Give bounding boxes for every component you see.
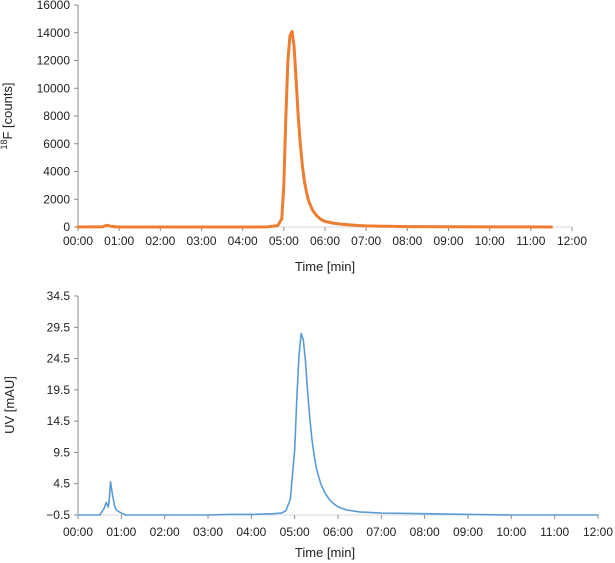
uv-chromatogram-panel: UV [mAU] Time [min] −0.5 4.5 9.5 14.5 19.5 24…: [2, 289, 613, 560]
bottom-x-tick-label: 11:00: [540, 525, 569, 539]
bottom-x-axis-label: Time [min]: [295, 545, 355, 560]
top-x-tick-label: 07:00: [351, 234, 381, 248]
bottom-x-tick-label: 01:00: [106, 525, 136, 539]
bottom-y-axis-label: UV [mAU]: [2, 376, 17, 434]
bottom-x-tick-label: 00:00: [63, 525, 93, 539]
top-y-tick-label: 14000: [37, 26, 71, 40]
top-y-tick-label: 16000: [37, 0, 71, 12]
top-x-tick-label: 09:00: [433, 234, 463, 248]
bottom-x-tick-label: 06:00: [323, 525, 353, 539]
top-x-tick-label: 11:00: [516, 234, 545, 248]
bottom-x-tick-label: 08:00: [410, 525, 440, 539]
top-y-axis-label-main: F [counts]: [0, 82, 15, 139]
top-y-tick-label: 4000: [43, 165, 70, 179]
top-x-axis-label: Time [min]: [295, 259, 355, 274]
top-y-axis-label-sup: 18: [0, 140, 9, 150]
top-x-tick-label: 04:00: [228, 234, 258, 248]
bottom-y-tick-label: 24.5: [47, 352, 71, 366]
bottom-y-tick-label: 14.5: [47, 414, 71, 428]
bottom-x-tick-label: 09:00: [453, 525, 483, 539]
bottom-series-line: [77, 332, 599, 516]
bottom-x-tick-label: 04:00: [236, 525, 266, 539]
top-x-tick-label: 08:00: [392, 234, 422, 248]
bottom-y-tick-label: 4.5: [53, 477, 70, 491]
top-x-tick-label: 03:00: [186, 234, 216, 248]
bottom-x-tick-label: 12:00: [583, 525, 613, 539]
top-x-tick-label: 00:00: [63, 234, 93, 248]
top-y-tick-label: 8000: [43, 109, 70, 123]
top-y-axis-label: 18F [counts]: [0, 82, 15, 149]
bottom-x-tick-label: 05:00: [280, 525, 310, 539]
bottom-x-tick-label: 02:00: [150, 525, 180, 539]
top-x-tick-label: 01:00: [104, 234, 134, 248]
top-y-tick-label: 12000: [37, 54, 71, 68]
bottom-y-tick-label: 34.5: [47, 289, 71, 303]
radio-chromatogram-panel: 18F [counts] Time [min] 0 2000 4000 6000 800…: [0, 0, 587, 274]
top-x-tick-label: 02:00: [145, 234, 175, 248]
top-x-tick-label: 10:00: [475, 234, 505, 248]
top-x-tick-label: 12:00: [557, 234, 587, 248]
bottom-x-tick-label: 07:00: [366, 525, 396, 539]
bottom-y-tick-label: 9.5: [53, 445, 70, 459]
top-series-line: [76, 29, 553, 229]
bottom-y-tick-label: 29.5: [47, 320, 71, 334]
bottom-x-tick-label: 10:00: [496, 525, 526, 539]
bottom-y-tick-label: −0.5: [46, 508, 70, 522]
top-y-tick-label: 2000: [43, 192, 70, 206]
bottom-x-tick-label: 03:00: [193, 525, 223, 539]
top-x-tick-label: 06:00: [310, 234, 340, 248]
top-y-tick-label: 10000: [37, 81, 71, 95]
top-x-tick-label: 05:00: [269, 234, 299, 248]
bottom-y-tick-label: 19.5: [47, 383, 71, 397]
top-y-tick-label: 0: [63, 220, 70, 234]
top-y-tick-label: 6000: [43, 137, 70, 151]
